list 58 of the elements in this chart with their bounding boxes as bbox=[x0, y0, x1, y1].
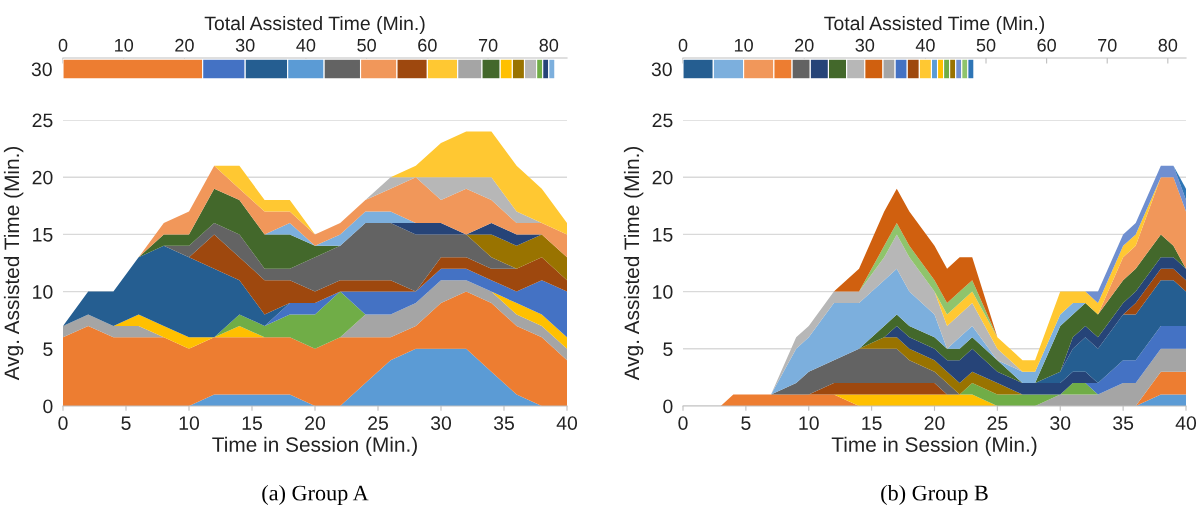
y-tick-label: 0 bbox=[43, 399, 53, 414]
y-tick-label: 10 bbox=[33, 285, 53, 299]
x-tick-label: 30 bbox=[430, 416, 452, 430]
y-tick-label: 20 bbox=[32, 170, 53, 185]
x-tick-label: 60 bbox=[418, 38, 437, 52]
x-tick-label: 20 bbox=[924, 416, 945, 430]
x-axis-title: Time in Session (Min.) bbox=[212, 436, 417, 457]
x-tick-label: 80 bbox=[1158, 38, 1178, 52]
x-tick-label: 40 bbox=[915, 38, 935, 52]
x-tick-label: 25 bbox=[368, 416, 388, 430]
x-tick-label: 70 bbox=[478, 38, 498, 52]
x-tick-label: 50 bbox=[357, 38, 376, 52]
x-tick-label: 10 bbox=[734, 38, 753, 52]
x-axis-title: Time in Session (Min.) bbox=[831, 436, 1037, 457]
y-axis-title: Avg. Assisted Time (Min.) bbox=[623, 146, 644, 381]
y-tick-label: 0 bbox=[663, 399, 673, 414]
y-tick-label: 20 bbox=[652, 170, 673, 185]
x-tick-label: 40 bbox=[556, 416, 578, 430]
x-tick-label: 0 bbox=[678, 38, 688, 52]
x-tick-label: 5 bbox=[121, 416, 131, 430]
y-tick-label: 15 bbox=[653, 228, 673, 242]
x-tick-label: 30 bbox=[235, 38, 255, 52]
y-tick-label: 10 bbox=[653, 285, 673, 299]
x-tick-label: 10 bbox=[179, 416, 200, 430]
x-tick-label: 15 bbox=[862, 416, 882, 430]
x-tick-label: 30 bbox=[1050, 416, 1071, 430]
x-axis-title: Total Assisted Time (Min.) bbox=[204, 15, 425, 35]
y-tick-label: 25 bbox=[32, 113, 53, 128]
y-tick-label: 5 bbox=[663, 342, 673, 357]
x-tick-label: 0 bbox=[678, 416, 688, 430]
x-tick-label: 10 bbox=[799, 416, 819, 430]
y-tick-label: 30 bbox=[31, 62, 52, 77]
x-axis-title: Total Assisted Time (Min.) bbox=[824, 15, 1045, 35]
x-tick-label: 35 bbox=[1113, 416, 1134, 430]
text: (b) Group B bbox=[881, 484, 988, 506]
x-tick-label: 80 bbox=[539, 38, 559, 52]
x-tick-label: 35 bbox=[493, 416, 514, 430]
x-tick-label: 5 bbox=[741, 416, 751, 430]
y-tick-label: 5 bbox=[43, 342, 53, 357]
x-tick-label: 40 bbox=[1175, 416, 1197, 430]
x-tick-label: 70 bbox=[1098, 38, 1117, 52]
x-tick-label: 60 bbox=[1037, 38, 1056, 52]
y-tick-label: 25 bbox=[652, 113, 673, 128]
x-tick-label: 40 bbox=[296, 38, 316, 52]
text: (a) Group A bbox=[262, 484, 369, 506]
x-tick-label: 0 bbox=[58, 38, 68, 52]
y-tick-label: 15 bbox=[33, 228, 53, 242]
x-tick-label: 20 bbox=[305, 416, 326, 430]
y-tick-label: 30 bbox=[651, 62, 672, 77]
x-tick-label: 10 bbox=[115, 38, 134, 52]
x-tick-label: 30 bbox=[855, 38, 875, 52]
x-tick-label: 15 bbox=[242, 416, 262, 430]
x-tick-label: 20 bbox=[175, 38, 194, 52]
x-tick-label: 0 bbox=[58, 416, 68, 430]
x-tick-label: 25 bbox=[987, 416, 1008, 430]
y-axis-title: Avg. Assisted Time (Min.) bbox=[3, 146, 24, 381]
x-tick-label: 20 bbox=[795, 38, 814, 52]
x-tick-label: 50 bbox=[976, 38, 996, 52]
